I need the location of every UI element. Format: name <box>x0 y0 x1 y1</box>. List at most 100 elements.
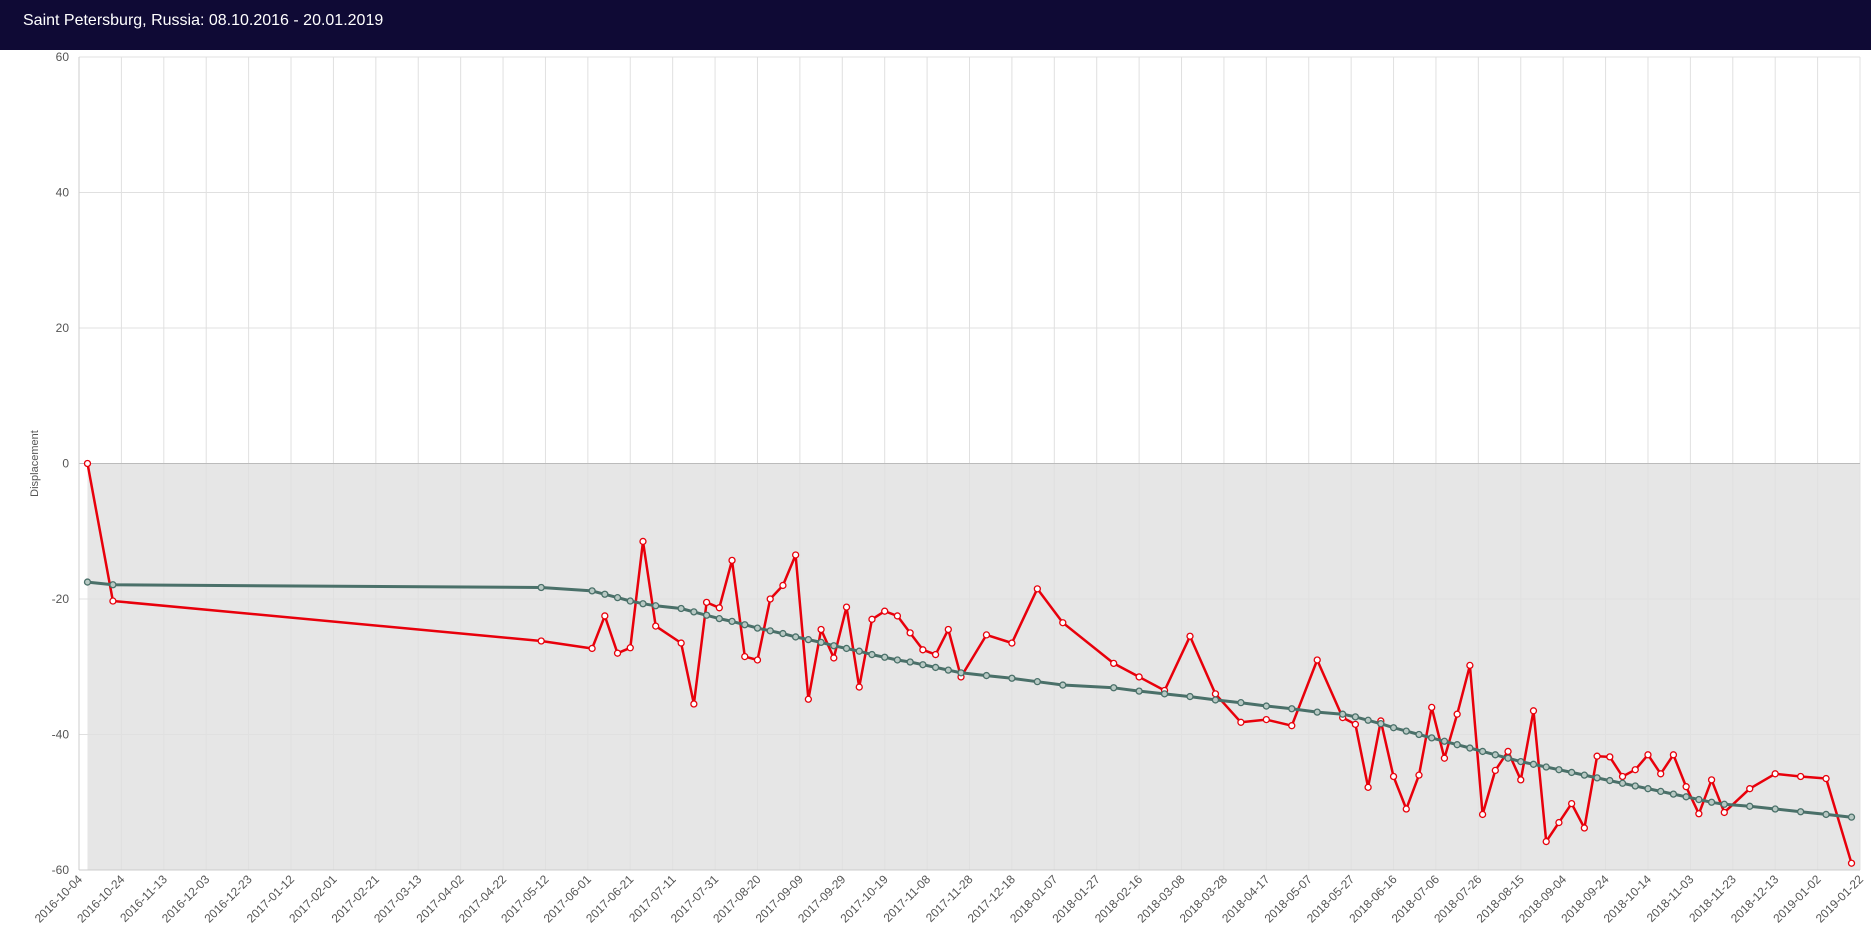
measured-point <box>1135 673 1143 681</box>
trend-point <box>1631 782 1639 790</box>
trend-point <box>1389 724 1398 732</box>
trend-point <box>1440 737 1449 745</box>
measured-point <box>830 654 838 662</box>
trend-point <box>868 650 876 659</box>
measured-point <box>893 612 902 620</box>
measured-point <box>639 537 647 546</box>
measured-point <box>1567 799 1576 808</box>
measured-point <box>753 656 762 664</box>
trend-point <box>1695 795 1703 804</box>
measured-point <box>1262 715 1270 724</box>
trend-point <box>1796 808 1805 816</box>
measured-point <box>537 637 545 645</box>
measured-point <box>931 650 940 659</box>
measured-point <box>855 683 863 691</box>
trend-point <box>1669 790 1678 798</box>
trend-point <box>1008 674 1016 682</box>
measured-point <box>982 631 991 639</box>
trend-point <box>1453 741 1461 749</box>
measured-point <box>868 615 876 623</box>
trend-point <box>1847 813 1856 821</box>
trend-point <box>1364 716 1372 724</box>
trend-point <box>1262 702 1270 710</box>
measured-point <box>677 639 685 647</box>
measured-point <box>1720 808 1728 817</box>
measured-point <box>613 649 622 657</box>
trend-point <box>1682 793 1690 801</box>
measured-point <box>702 598 711 607</box>
trend-point <box>1237 699 1245 707</box>
measured-point <box>1491 766 1499 775</box>
trend-point <box>1657 787 1665 796</box>
trend-point <box>931 663 940 672</box>
y-tick-label: 60 <box>56 50 70 64</box>
trend-point <box>1593 774 1601 782</box>
trend-series <box>83 578 1856 821</box>
measured-point <box>1682 783 1690 791</box>
y-tick-label: 0 <box>62 457 69 471</box>
measured-point <box>1237 718 1245 726</box>
measured-point <box>1402 805 1410 813</box>
measured-point <box>83 459 92 468</box>
trend-point <box>1402 727 1410 735</box>
header-bar: Saint Petersburg, Russia: 08.10.2016 - 2… <box>0 0 1871 50</box>
measured-point <box>804 695 813 703</box>
trend-point <box>1517 757 1525 766</box>
measured-point <box>1211 690 1220 698</box>
trend-point <box>1186 692 1194 701</box>
trend-point <box>1746 802 1754 810</box>
measured-point <box>766 595 774 603</box>
measured-point <box>1428 703 1436 712</box>
page-title: Saint Petersburg, Russia: 08.10.2016 - 2… <box>23 12 384 29</box>
measured-point <box>1796 772 1805 781</box>
trend-point <box>1110 684 1118 692</box>
trend-point <box>1033 678 1041 686</box>
measured-point <box>728 556 736 565</box>
trend-point <box>626 597 634 605</box>
measured-point <box>1695 810 1703 818</box>
trend-point <box>1822 810 1830 819</box>
trend-point <box>1618 779 1627 787</box>
trend-point <box>779 629 787 638</box>
measured-point <box>1389 772 1398 781</box>
trend-point <box>1606 776 1614 785</box>
trend-point <box>855 647 863 655</box>
trend-point <box>601 590 609 598</box>
measured-point <box>1517 776 1525 784</box>
measured-point <box>588 644 596 653</box>
measured-point <box>1746 785 1754 793</box>
trend-point <box>1707 798 1716 806</box>
y-tick-label: -20 <box>52 592 70 606</box>
trend-point <box>1771 805 1779 813</box>
measured-point <box>779 581 787 590</box>
measured-point <box>1466 661 1474 670</box>
measured-point <box>1440 754 1449 762</box>
measured-point <box>1618 772 1627 781</box>
measured-point <box>1059 619 1067 627</box>
measured-point <box>1186 632 1194 640</box>
measured-point <box>1351 720 1360 728</box>
measured-point <box>1478 810 1487 819</box>
measured-point <box>906 629 914 637</box>
measured-point <box>1606 753 1614 761</box>
measured-point <box>652 622 660 630</box>
trend-point <box>1428 734 1436 742</box>
measured-point <box>1033 585 1041 593</box>
trend-point <box>1491 751 1499 759</box>
trend-point <box>652 602 660 610</box>
displacement-chart: 2016-10-042016-10-242016-11-132016-12-03… <box>29 50 1866 926</box>
measured-point <box>1529 707 1538 715</box>
trend-point <box>741 621 749 629</box>
measured-point <box>626 644 634 652</box>
trend-point <box>639 600 647 608</box>
measured-point <box>1631 766 1639 774</box>
trend-point <box>690 608 698 616</box>
measured-point <box>1008 639 1016 647</box>
measured-point <box>601 612 609 620</box>
trend-point <box>715 614 723 623</box>
trend-point <box>109 581 117 589</box>
trend-point <box>1720 800 1728 808</box>
trend-point <box>1567 768 1576 777</box>
measured-series <box>83 459 1856 867</box>
measured-point <box>1453 710 1461 718</box>
